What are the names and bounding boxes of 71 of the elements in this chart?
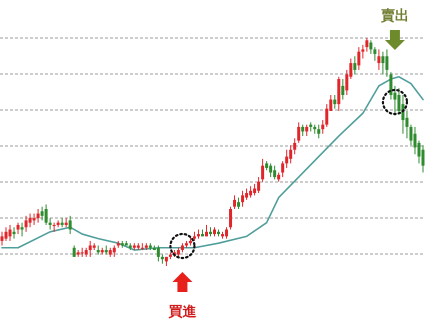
candlestick	[253, 183, 256, 196]
candlestick	[156, 244, 160, 262]
candlestick	[0, 231, 4, 246]
candlestick	[353, 56, 356, 75]
text: 賣出	[380, 8, 409, 24]
candlestick	[32, 213, 36, 226]
candlestick	[365, 38, 368, 52]
candlestick	[269, 162, 272, 178]
candlestick	[88, 240, 92, 258]
candlestick	[68, 215, 72, 235]
candlestick	[8, 224, 12, 242]
candlestick	[213, 226, 216, 237]
candlestick	[237, 197, 240, 210]
candlestick	[317, 124, 320, 139]
candlestick	[40, 206, 44, 221]
candlestick	[108, 247, 112, 258]
candlestick	[281, 160, 284, 178]
candlestick	[277, 172, 280, 182]
candlestick	[28, 213, 32, 228]
candlestick	[297, 122, 300, 144]
candlestick	[301, 124, 304, 137]
candlestick	[325, 104, 328, 128]
candlestick	[104, 244, 108, 256]
candlestick	[409, 124, 412, 146]
candlestick	[249, 186, 252, 198]
candlestick	[48, 218, 52, 230]
candlestick	[80, 247, 84, 258]
candlestick	[309, 122, 312, 132]
candlestick	[96, 244, 100, 256]
candlestick	[341, 78, 344, 100]
candlestick	[229, 206, 232, 230]
candlestick	[233, 194, 236, 210]
candlestick	[389, 72, 392, 100]
candlestick	[72, 244, 76, 258]
candlestick	[357, 46, 360, 70]
candlestick	[241, 190, 244, 208]
candlestick	[84, 247, 88, 258]
text: 買進	[167, 304, 198, 320]
candlestick	[20, 222, 24, 237]
candlestick	[16, 222, 20, 235]
candlestick	[64, 218, 68, 228]
candlestick	[265, 160, 268, 171]
candlestick	[180, 242, 184, 253]
candlestick	[4, 226, 8, 242]
candlestick	[52, 222, 56, 232]
candlestick	[321, 120, 324, 134]
candlestick	[257, 176, 260, 194]
candlestick	[196, 229, 200, 240]
candlestick	[261, 158, 264, 182]
candlestick	[285, 149, 288, 168]
candlestick	[36, 208, 40, 224]
candlestick	[204, 224, 208, 237]
candlestick	[369, 40, 372, 54]
candlestick	[385, 48, 388, 78]
candlestick	[289, 144, 292, 164]
candlestick	[112, 244, 116, 258]
candlestick	[176, 247, 180, 258]
candlestick	[381, 51, 384, 75]
candlestick	[377, 48, 380, 70]
candlestick	[273, 165, 276, 180]
candlestick	[44, 204, 48, 226]
candlestick	[225, 226, 228, 240]
candlestick	[245, 188, 248, 200]
candlestick	[305, 124, 308, 137]
candlestick	[333, 94, 336, 110]
candlestick	[60, 218, 64, 228]
candlestick	[24, 215, 28, 232]
candlestick	[413, 126, 416, 155]
candlestick	[373, 46, 376, 62]
candlestick	[422, 144, 424, 174]
candlestick	[293, 138, 296, 155]
